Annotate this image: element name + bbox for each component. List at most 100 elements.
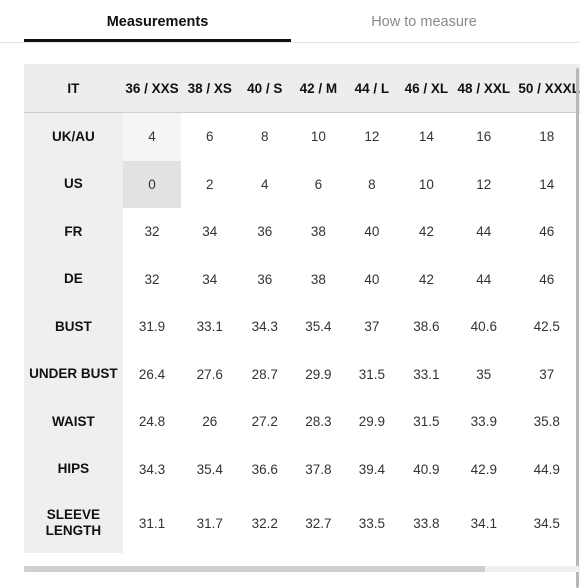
column-header: 40 / S: [238, 64, 292, 113]
table-row: UNDER BUST 26.4 27.6 28.7 29.9 31.5 33.1 35 37: [24, 350, 580, 398]
column-header: 38 / XS: [181, 64, 239, 113]
table-cell: 33.8: [413, 515, 440, 531]
table-cell: 29.9: [305, 366, 332, 382]
row-header: DE: [24, 255, 123, 303]
table-cell: 10: [418, 176, 434, 192]
size-header-row: IT 36 / XXS 38 / XS 40 / S 42 / M 44 / L…: [24, 64, 580, 113]
table-cell: 12: [364, 129, 380, 145]
table-cell: 36: [257, 224, 273, 240]
table-cell: 44: [476, 224, 492, 240]
table-cell: 14: [418, 129, 434, 145]
table-cell: 28.7: [251, 366, 278, 382]
horizontal-scrollbar-thumb[interactable]: [24, 566, 485, 572]
table-cell: 34.1: [470, 515, 497, 531]
size-chart-body: UK/AU 4 6 8 10 12 14 16 18 US 0 2 4 6 8 10 12 14 FR 32 34 36 3…: [24, 112, 580, 553]
table-cell: 35.8: [533, 414, 560, 430]
table-cell: 32: [144, 271, 160, 287]
table-cell: 4: [122, 112, 182, 161]
size-chart-scroll-area[interactable]: IT 36 / XXS 38 / XS 40 / S 42 / M 44 / L…: [24, 64, 580, 570]
tab-measurements[interactable]: Measurements: [106, 14, 209, 30]
table-cell: 34.3: [251, 319, 278, 335]
table-cell: 2: [205, 176, 214, 192]
table-cell: 6: [205, 129, 214, 145]
tab-bar: Measurements How to measure: [0, 0, 580, 43]
table-cell: 27.6: [196, 366, 223, 382]
table-cell: 34: [202, 224, 218, 240]
table-cell: 33.9: [470, 414, 497, 430]
table-cell: 33.1: [196, 319, 223, 335]
table-row: HIPS 34.3 35.4 36.6 37.8 39.4 40.9 42.9 44.9: [24, 445, 580, 493]
table-cell: 35: [476, 366, 492, 382]
row-header: UNDER BUST: [24, 350, 123, 398]
table-cell: 10: [310, 129, 326, 145]
table-cell: 29.9: [358, 414, 386, 430]
column-header: 46 / XL: [398, 64, 455, 113]
column-header: 44 / L: [345, 64, 399, 113]
table-cell: 35.4: [196, 461, 223, 477]
column-header: 42 / M: [291, 64, 346, 113]
table-cell: 26: [202, 414, 218, 430]
table-cell: 46: [539, 224, 555, 240]
table-cell: 42: [418, 271, 434, 287]
table-cell: 31.1: [138, 515, 166, 531]
tab-how-to-measure[interactable]: How to measure: [371, 14, 477, 30]
table-cell: 14: [539, 176, 555, 192]
size-chart-table: IT 36 / XXS 38 / XS 40 / S 42 / M 44 / L…: [24, 64, 580, 553]
table-cell: 40.9: [413, 461, 440, 477]
table-cell: 31.9: [138, 319, 166, 335]
table-cell: 35.4: [305, 319, 332, 335]
table-cell: 37: [539, 366, 555, 382]
table-cell: 31.5: [413, 414, 440, 430]
table-row: WAIST 24.8 26 27.2 28.3 29.9 31.5 33.9 35.8: [24, 398, 580, 446]
table-cell: 18: [539, 129, 555, 145]
table-cell: 16: [476, 129, 492, 145]
table-cell: 24.8: [138, 414, 166, 430]
table-cell: 40: [364, 224, 380, 240]
table-cell: 34.3: [138, 461, 166, 477]
table-row: DE 32 34 36 38 40 42 44 46: [24, 255, 580, 303]
table-cell: 46: [539, 271, 555, 287]
table-cell: 42.9: [470, 461, 497, 477]
corner-label: IT: [24, 64, 123, 113]
table-cell: 8: [260, 129, 269, 145]
table-cell: 34.5: [533, 515, 560, 531]
row-header: BUST: [24, 303, 123, 351]
table-row: FR 32 34 36 38 40 42 44 46: [24, 208, 580, 256]
table-cell: 31.5: [358, 366, 386, 382]
table-cell: 33.1: [413, 366, 440, 382]
table-cell: 38: [310, 224, 326, 240]
table-cell: 34: [202, 271, 218, 287]
table-row: SLEEVE LENGTH 31.1 31.7 32.2 32.7 33.5 33.8 34.1…: [24, 493, 580, 553]
table-row: UK/AU 4 6 8 10 12 14 16 18: [24, 112, 580, 161]
row-header: HIPS: [24, 445, 123, 493]
column-header: 36 / XXS: [122, 64, 182, 113]
table-cell: 37.8: [305, 461, 332, 477]
table-cell: 26.4: [138, 366, 166, 382]
active-tab-indicator: [24, 39, 291, 42]
table-cell: 12: [476, 176, 492, 192]
table-cell: 8: [368, 176, 376, 192]
row-header: FR: [24, 208, 123, 256]
vertical-scrollbar[interactable]: [576, 68, 579, 588]
table-row: US 0 2 4 6 8 10 12 14: [24, 160, 580, 208]
table-cell: 44.9: [533, 461, 560, 477]
table-cell: 38: [310, 271, 326, 287]
row-header: SLEEVE LENGTH: [24, 493, 123, 553]
table-cell: 32.2: [251, 515, 278, 531]
table-cell: 39.4: [358, 461, 386, 477]
row-header: US: [24, 160, 123, 208]
table-cell: 0: [122, 160, 182, 208]
table-cell: 32.7: [305, 515, 332, 531]
table-cell: 28.3: [305, 414, 332, 430]
table-cell: 42.5: [533, 319, 560, 335]
row-header: UK/AU: [24, 112, 123, 161]
table-cell: 40.6: [470, 319, 497, 335]
column-header: 50 / XXXL: [513, 64, 580, 113]
table-cell: 37: [364, 319, 380, 335]
table-cell: 38.6: [413, 319, 440, 335]
table-cell: 32: [144, 224, 160, 240]
table-cell: 4: [260, 176, 269, 192]
table-cell: 27.2: [251, 414, 278, 430]
table-cell: 36: [257, 271, 273, 287]
column-header: 48 / XXL: [454, 64, 514, 113]
